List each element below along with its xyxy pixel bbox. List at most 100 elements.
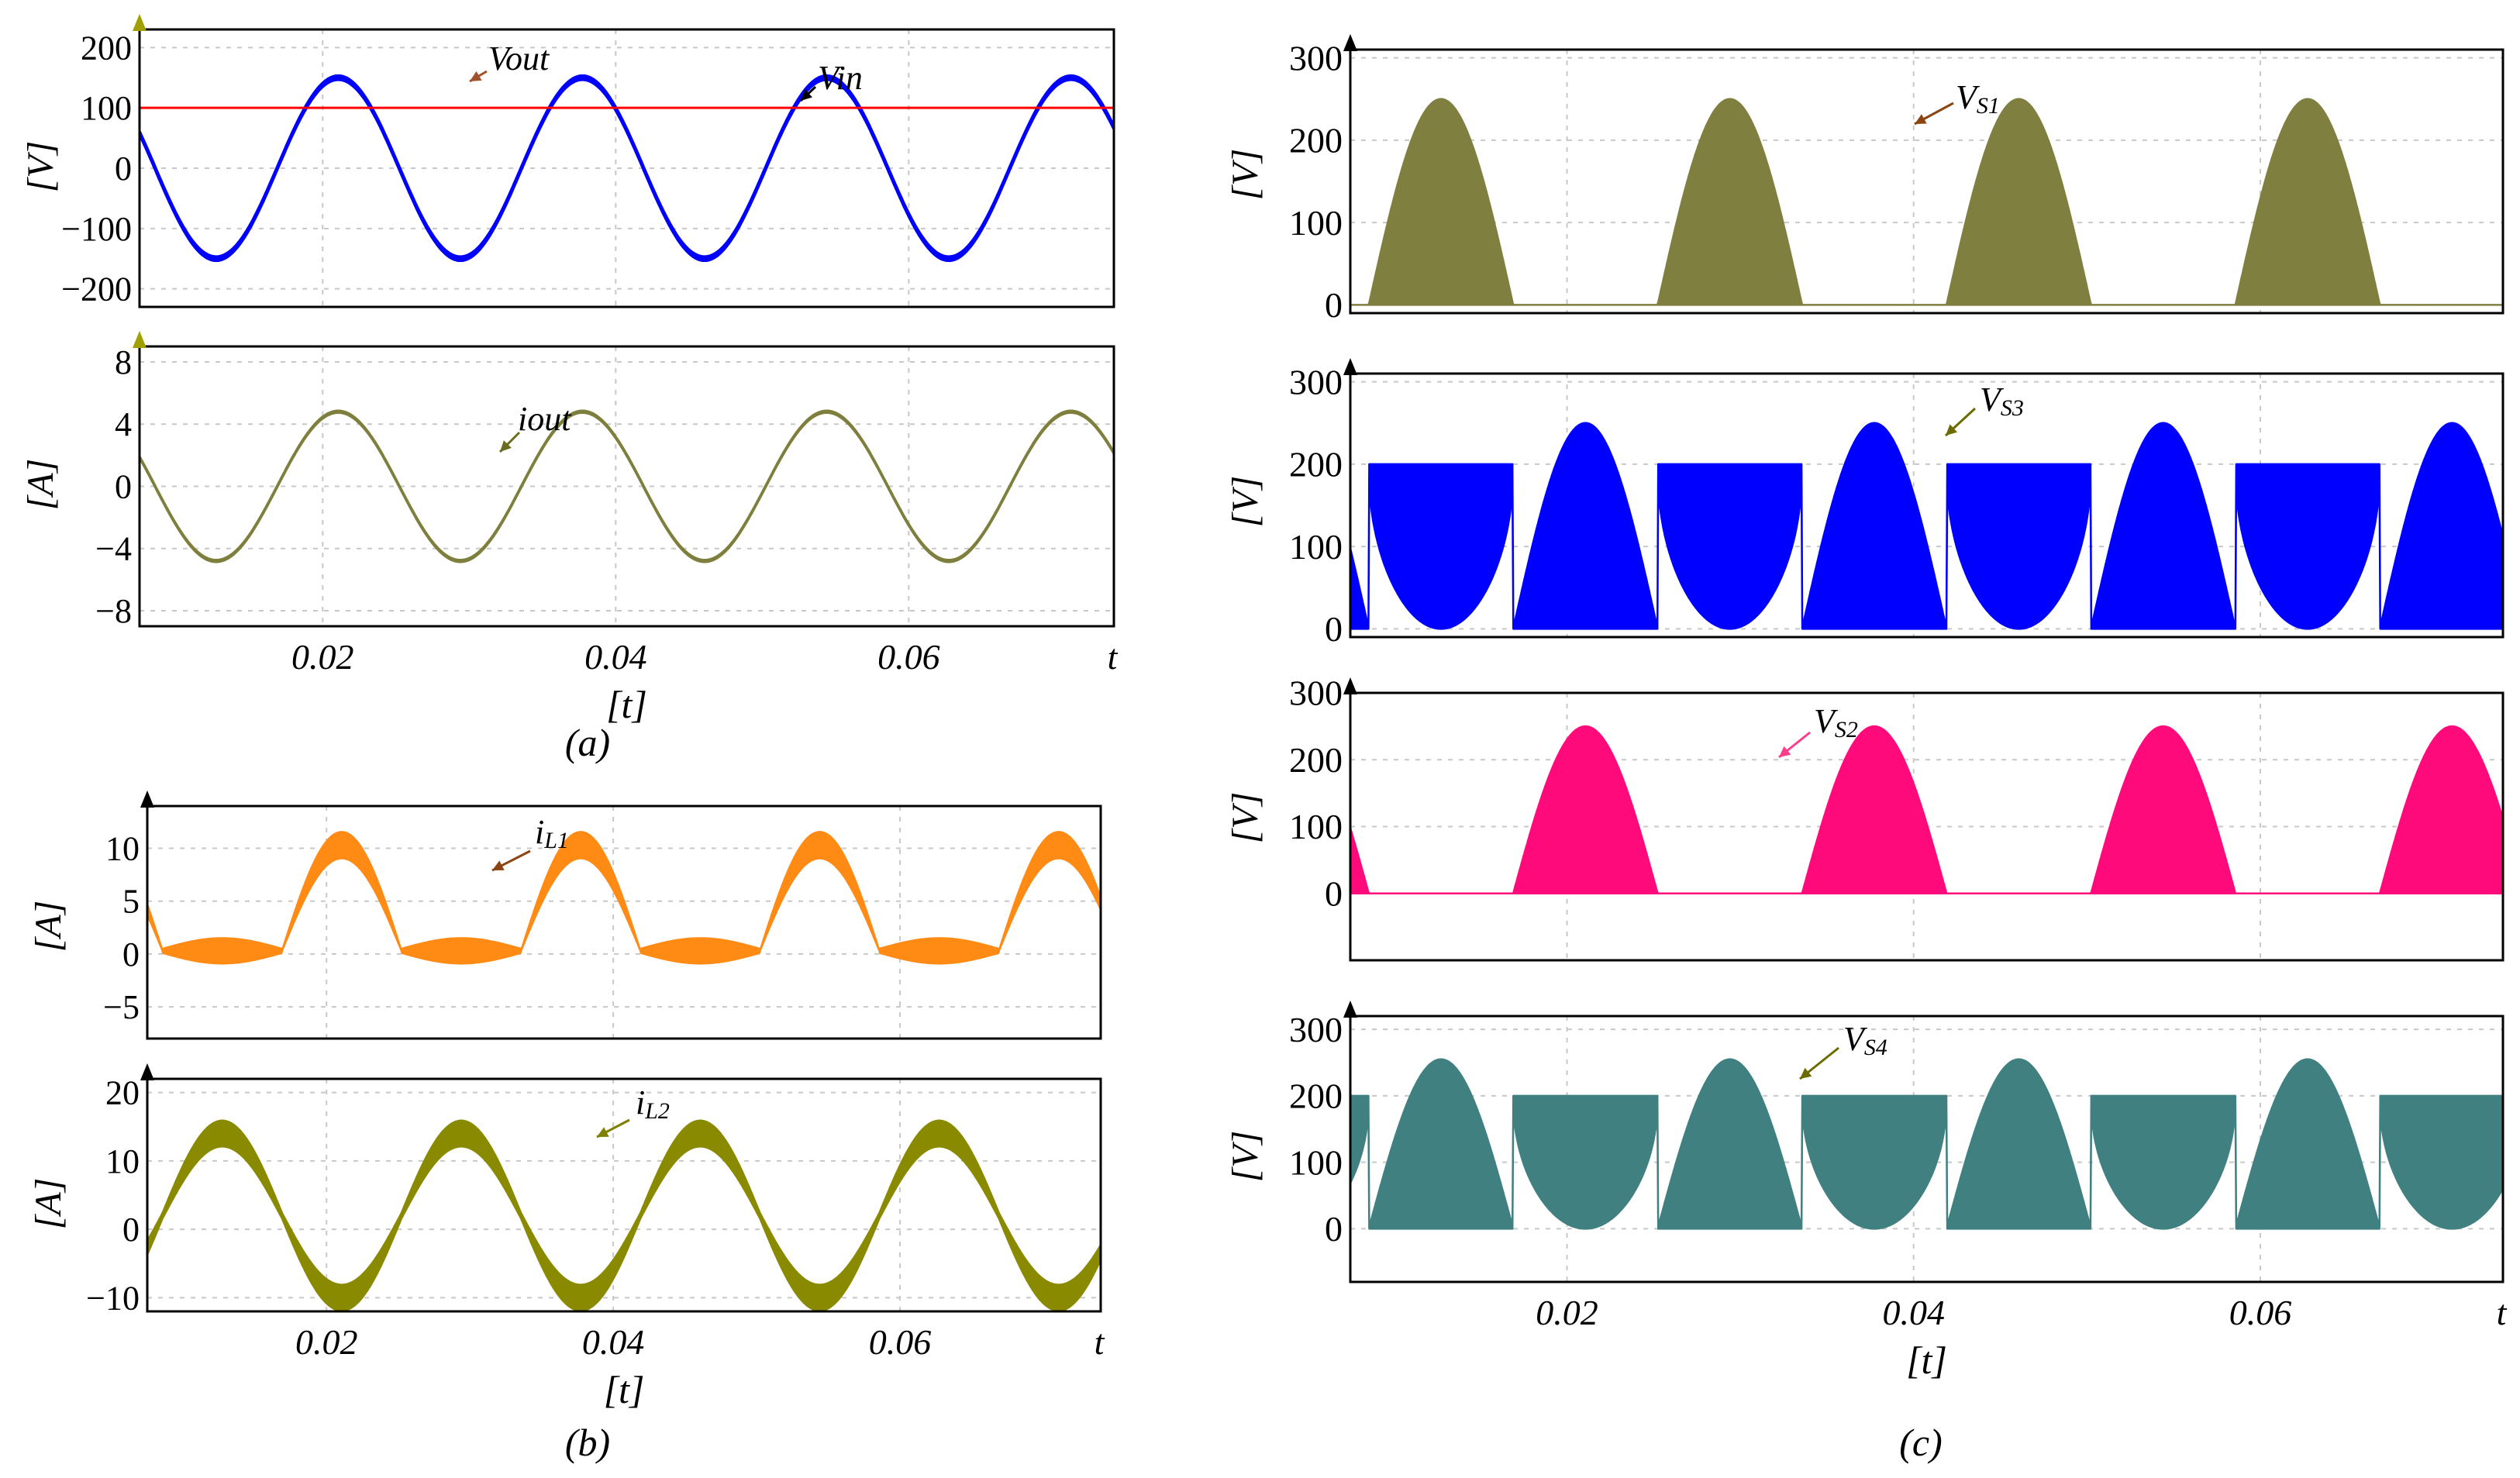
c1-y-axis-arrow bbox=[1343, 34, 1357, 51]
c4-ytick-label: 200 bbox=[1289, 1077, 1343, 1116]
annotation-vin-label: Vin bbox=[818, 59, 863, 97]
annotation-iL1-label: iL1 bbox=[535, 813, 569, 853]
annotation-iL2-label: iL2 bbox=[636, 1084, 670, 1124]
series-vs3 bbox=[1350, 422, 2503, 630]
annotation-iout-arrowhead bbox=[500, 440, 512, 452]
caption-c: (c) bbox=[1899, 1421, 1943, 1464]
a1-ylabel: [V] bbox=[20, 141, 61, 193]
annotation-vout: Vout bbox=[469, 40, 550, 83]
a1-ytick-label: 100 bbox=[81, 89, 132, 127]
a1-ytick-label: −200 bbox=[61, 270, 132, 308]
chart-c2-vs3: 300 200 100 0 [V] VS3 bbox=[1225, 358, 2504, 649]
series-il2 bbox=[147, 1119, 1101, 1311]
c2-ytick-label: 0 bbox=[1325, 609, 1343, 649]
chart-c3-vs2: 300 200 100 0 [V] VS2 bbox=[1225, 674, 2504, 962]
c1-ylabel: [V] bbox=[1225, 149, 1266, 201]
b1-ytick-label: −5 bbox=[103, 988, 140, 1026]
annotation-iL2-arrowhead bbox=[597, 1127, 609, 1137]
annotation-vout-arrowhead bbox=[470, 71, 482, 81]
series-vout bbox=[140, 74, 1114, 263]
c4-xend-label: t bbox=[2497, 1293, 2508, 1332]
annotation-vin-arrowhead bbox=[801, 89, 812, 101]
annotation-vs4-label: VS4 bbox=[1843, 1020, 1887, 1060]
b1-ytick-label: 5 bbox=[122, 883, 140, 921]
c4-ytick-label: 100 bbox=[1289, 1142, 1343, 1182]
caption-b: (b) bbox=[565, 1421, 610, 1464]
c1-ytick-label: 200 bbox=[1289, 121, 1343, 160]
series-iout bbox=[140, 409, 1114, 563]
chart-a2-iout: 8 4 0 −4 −8 [A] 0.02 0.04 0.06 t [t] iout bbox=[20, 331, 1119, 726]
c4-plot-frame bbox=[1349, 1015, 2504, 1283]
caption-a: (a) bbox=[565, 721, 610, 764]
annotation-vs3-label: VS3 bbox=[1980, 381, 2024, 421]
a1-grid bbox=[140, 29, 1114, 307]
a2-ylabel: [A] bbox=[20, 459, 61, 511]
b2-xtick-label: 0.06 bbox=[869, 1322, 932, 1362]
b1-plot-frame bbox=[146, 804, 1102, 1040]
c3-ytick-label: 0 bbox=[1325, 873, 1343, 913]
series-vs2 bbox=[1350, 725, 2503, 895]
chart-b1-il1: 10 5 0 −5 [A] iL1 bbox=[28, 791, 1102, 1040]
a1-y-axis-arrow bbox=[133, 14, 147, 31]
a2-ytick-label: −4 bbox=[95, 530, 132, 568]
b2-xtick-label: 0.04 bbox=[582, 1322, 645, 1362]
annotation-iout: iout bbox=[498, 400, 572, 453]
chart-a1-vout-vin: 200 100 0 −100 −200 [V] Vout Vin bbox=[20, 14, 1115, 308]
b1-y-axis-arrow bbox=[140, 791, 154, 808]
c1-ytick-label: 100 bbox=[1289, 203, 1343, 243]
a1-ytick-label: 0 bbox=[115, 150, 132, 188]
c4-ylabel: [V] bbox=[1225, 1131, 1266, 1183]
annotation-vs2: VS2 bbox=[1778, 702, 1858, 759]
annotation-vin: Vin bbox=[799, 59, 863, 102]
chart-c1-vs1: 300 200 100 0 [V] VS1 bbox=[1225, 34, 2504, 325]
a2-ytick-label: 0 bbox=[115, 467, 132, 505]
series-vs1 bbox=[1350, 98, 2503, 306]
b2-xtick-label: 0.02 bbox=[295, 1322, 358, 1362]
a2-xend-label: t bbox=[1108, 637, 1119, 677]
b2-plot-frame bbox=[146, 1077, 1102, 1313]
a2-ytick-label: 8 bbox=[115, 343, 132, 381]
b2-y-axis-arrow bbox=[140, 1063, 154, 1080]
a2-xlabel: [t] bbox=[606, 683, 647, 726]
c3-plot-frame bbox=[1349, 691, 2504, 962]
b2-xlabel: [t] bbox=[604, 1368, 645, 1411]
chart-b2-il2: 20 10 0 −10 [A] 0.02 0.04 0.06 t [t] iL2 bbox=[28, 1063, 1105, 1411]
c3-ytick-label: 300 bbox=[1289, 674, 1343, 713]
c2-ytick-label: 300 bbox=[1289, 362, 1343, 401]
b2-ytick-label: 20 bbox=[105, 1074, 140, 1112]
a2-grid bbox=[140, 346, 1114, 626]
annotation-iL2: iL2 bbox=[596, 1084, 670, 1139]
annotation-vs4-arrowhead bbox=[1800, 1067, 1812, 1079]
annotation-vs1: VS1 bbox=[1914, 78, 2000, 126]
c4-ytick-label: 300 bbox=[1289, 1010, 1343, 1049]
c4-xtick-label: 0.02 bbox=[1536, 1293, 1598, 1332]
b1-ytick-label: 10 bbox=[105, 830, 140, 868]
b2-ylabel: [A] bbox=[28, 1178, 69, 1230]
c1-plot-frame bbox=[1349, 48, 2504, 315]
c2-y-axis-arrow bbox=[1343, 358, 1357, 375]
c3-ytick-label: 100 bbox=[1289, 807, 1343, 846]
c4-ytick-label: 0 bbox=[1325, 1209, 1343, 1249]
c4-xlabel: [t] bbox=[1906, 1338, 1947, 1382]
c1-ytick-label: 300 bbox=[1289, 38, 1343, 78]
c4-xtick-label: 0.04 bbox=[1882, 1293, 1945, 1332]
c3-ylabel: [V] bbox=[1225, 792, 1266, 844]
a2-ytick-label: 4 bbox=[115, 405, 132, 443]
b1-ylabel: [A] bbox=[28, 901, 69, 953]
b2-ytick-label: 0 bbox=[122, 1211, 140, 1249]
b2-ytick-label: 10 bbox=[105, 1142, 140, 1180]
c2-ytick-label: 100 bbox=[1289, 527, 1343, 567]
b1-ytick-label: 0 bbox=[122, 935, 140, 973]
a1-ytick-label: 200 bbox=[81, 29, 132, 67]
a2-ytick-label: −8 bbox=[95, 592, 132, 630]
a2-xtick-label: 0.06 bbox=[877, 637, 940, 677]
a1-plot-frame bbox=[138, 28, 1115, 308]
a2-y-axis-arrow bbox=[133, 331, 147, 348]
annotation-vs3-arrowhead bbox=[1946, 424, 1958, 436]
c1-ytick-label: 0 bbox=[1325, 285, 1343, 325]
chart-c4-vs4: 300 200 100 0 [V] 0.02 0.04 0.06 t [t] VS4 bbox=[1225, 1001, 2508, 1382]
c4-y-axis-arrow bbox=[1343, 1001, 1357, 1018]
c2-ylabel: [V] bbox=[1225, 476, 1266, 528]
series-il1 bbox=[147, 831, 1101, 965]
